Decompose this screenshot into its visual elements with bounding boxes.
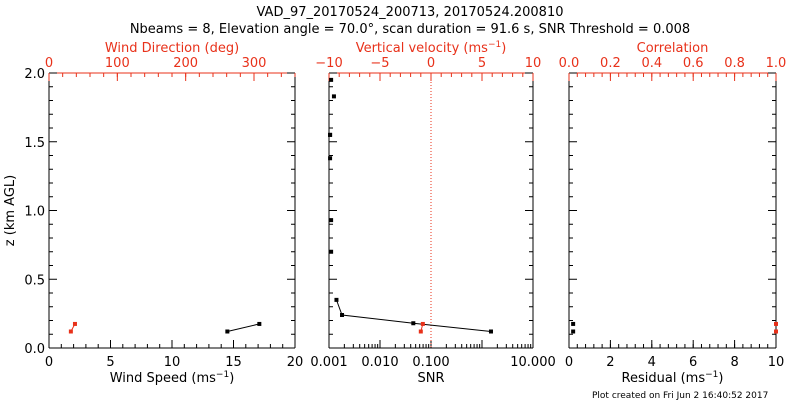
series-2 <box>328 77 336 254</box>
figure-subtitle: Nbeams = 8, Elevation angle = 70.0°, sca… <box>130 22 690 37</box>
data-point <box>257 321 262 326</box>
y-tick-label: 1.5 <box>24 136 45 151</box>
x-axis-label: Residual (ms−1) <box>622 370 724 386</box>
series-line <box>227 323 260 332</box>
panel-2: 0.001 0.010 0.100 10.000 SNR −10 −5 0 5 10 Vertica… <box>310 40 555 386</box>
top-tick-label: 1.0 <box>766 56 787 71</box>
y-axis-label: z (km AGL) <box>3 175 18 246</box>
top-tick-label: 0.2 <box>600 56 621 71</box>
panel-1: 0.0 0.5 1.0 1.5 2.0 z (km AGL) 0 5 10 15 20 Wind Sp… <box>3 41 303 386</box>
top-tick-label: 0.6 <box>683 56 704 71</box>
data-point <box>418 329 423 334</box>
x-tick-label: 6 <box>689 355 697 370</box>
top-tick-label: 0 <box>45 56 53 71</box>
plot-created-footer: Plot created on Fri Jun 2 16:40:52 2017 <box>592 391 768 400</box>
data-point <box>334 297 339 302</box>
top-axis-label: Wind Direction (deg) <box>105 41 239 56</box>
y-tick-label: 0.5 <box>24 273 45 288</box>
x-axis-label: SNR <box>417 371 444 386</box>
top-tick-label: 100 <box>105 56 130 71</box>
top-tick-label: 0 <box>427 56 435 71</box>
top-tick-label: −5 <box>370 56 389 71</box>
x-tick-label: 20 <box>287 355 304 370</box>
x-tick-label: 0.010 <box>361 355 398 370</box>
top-tick-label: 0.4 <box>641 56 662 71</box>
data-point <box>774 329 778 334</box>
series-1 <box>571 321 576 334</box>
top-tick-label: −10 <box>315 56 342 71</box>
data-point <box>72 321 77 326</box>
figure-title: VAD_97_20170524_200713, 20170524.200810 <box>257 5 564 20</box>
data-point <box>328 156 333 161</box>
y-tick-label: 0.0 <box>24 342 45 357</box>
data-point <box>411 321 416 326</box>
top-tick-label: 0.8 <box>724 56 745 71</box>
series-2 <box>68 321 77 334</box>
data-point <box>328 132 333 137</box>
panel-3: 0 2 4 6 8 10 Residual (ms−1) 0.0 0.2 0.4 0.6 0.8 1.0… <box>559 41 787 386</box>
x-tick-label: 10 <box>768 355 785 370</box>
x-tick-label: 0.100 <box>412 355 449 370</box>
series-1 <box>225 321 262 334</box>
top-tick-label: 0.0 <box>559 56 580 71</box>
x-tick-label: 10.000 <box>510 355 556 370</box>
top-tick-label: 10 <box>525 56 542 71</box>
data-point <box>420 321 425 326</box>
data-point <box>329 218 334 223</box>
x-tick-label: 0 <box>565 355 573 370</box>
x-tick-label: 2 <box>606 355 614 370</box>
data-point <box>774 321 778 326</box>
top-tick-label: 200 <box>173 56 198 71</box>
data-point <box>68 329 73 334</box>
series-2 <box>774 321 778 334</box>
series-line <box>335 299 492 332</box>
x-tick-label: 15 <box>225 355 242 370</box>
series-1 <box>334 297 493 334</box>
data-point <box>571 329 576 334</box>
top-axis-label: Correlation <box>637 41 709 56</box>
x-tick-label: 0 <box>45 355 53 370</box>
top-tick-label: 300 <box>242 56 267 71</box>
x-tick-label: 0.001 <box>310 355 347 370</box>
data-point <box>331 94 336 99</box>
x-tick-label: 5 <box>106 355 114 370</box>
top-tick-label: 5 <box>478 56 486 71</box>
x-tick-label: 4 <box>648 355 656 370</box>
data-point <box>329 77 334 82</box>
x-axis-label: Wind Speed (ms−1) <box>110 370 235 386</box>
data-point <box>488 329 493 334</box>
y-tick-label: 1.0 <box>24 205 45 220</box>
data-point <box>571 321 576 326</box>
x-tick-label: 8 <box>730 355 738 370</box>
y-tick-label: 2.0 <box>24 67 45 82</box>
data-point <box>340 313 345 317</box>
series-3 <box>418 321 425 334</box>
data-point <box>329 249 334 254</box>
data-point <box>225 329 230 334</box>
top-axis-label: Vertical velocity (ms−1) <box>356 40 507 56</box>
x-tick-label: 10 <box>164 355 181 370</box>
